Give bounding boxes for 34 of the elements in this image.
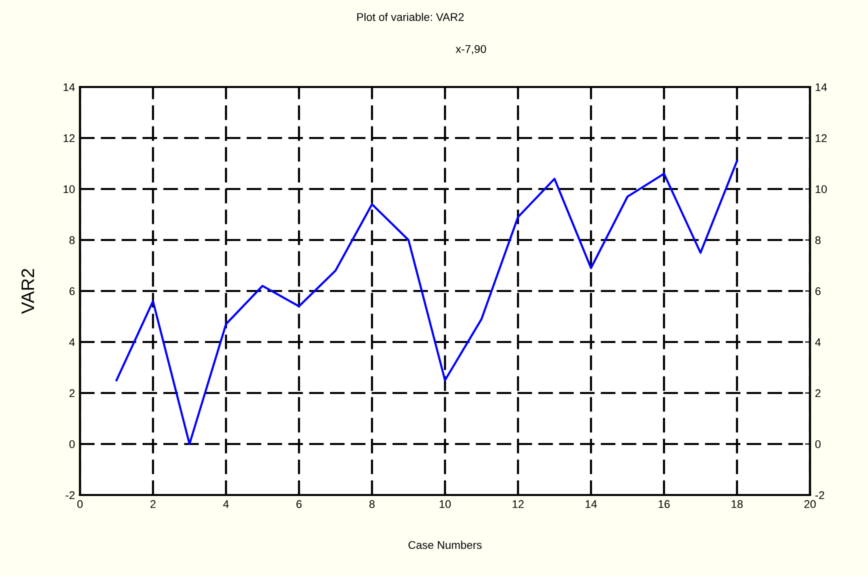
y2-tick-label: 4 bbox=[815, 338, 821, 346]
y2-tick-label: 2 bbox=[815, 389, 820, 398]
y-tick-label: 8 bbox=[69, 236, 75, 244]
x-tick-label: 14 bbox=[586, 500, 597, 508]
y-tick-label: 10 bbox=[64, 185, 75, 194]
x-tick-label: 2 bbox=[150, 500, 156, 508]
x-tick-label: 4 bbox=[223, 500, 229, 508]
y-tick-label: 0 bbox=[69, 440, 75, 448]
x-tick-label: 16 bbox=[658, 500, 670, 508]
chart-title: Plot of variable: VAR2 bbox=[357, 12, 464, 21]
y-tick-label: 12 bbox=[64, 134, 75, 142]
x-tick-label: 10 bbox=[440, 500, 451, 508]
y2-tick-label: 12 bbox=[816, 134, 827, 142]
y-tick-label: 4 bbox=[69, 338, 75, 346]
x-tick-label: 18 bbox=[732, 500, 743, 508]
x-tick-label: 0 bbox=[77, 500, 83, 508]
x-tick-label: 6 bbox=[296, 500, 302, 508]
y2-tick-label: 0 bbox=[815, 440, 821, 448]
y-tick-label: 6 bbox=[70, 287, 75, 296]
y2-tick-label: -2 bbox=[815, 491, 824, 500]
chart-subtitle: x-7,90 bbox=[456, 45, 486, 54]
y-axis-title: VAR2 bbox=[21, 268, 34, 314]
y-tick-label: 2 bbox=[70, 389, 75, 398]
line-series bbox=[115, 160, 738, 446]
x-tick-label: 8 bbox=[369, 500, 375, 508]
y2-tick-label: 14 bbox=[816, 83, 827, 92]
y-tick-label: -2 bbox=[66, 491, 75, 500]
y2-tick-label: 10 bbox=[816, 185, 827, 194]
y2-tick-label: 6 bbox=[815, 287, 821, 296]
y2-tick-label: 8 bbox=[815, 236, 821, 244]
x-tick-label: 12 bbox=[512, 500, 524, 508]
x-axis-title: Case Numbers bbox=[408, 540, 482, 549]
x-tick-label: 20 bbox=[804, 500, 816, 508]
y-tick-label: 14 bbox=[64, 83, 75, 92]
